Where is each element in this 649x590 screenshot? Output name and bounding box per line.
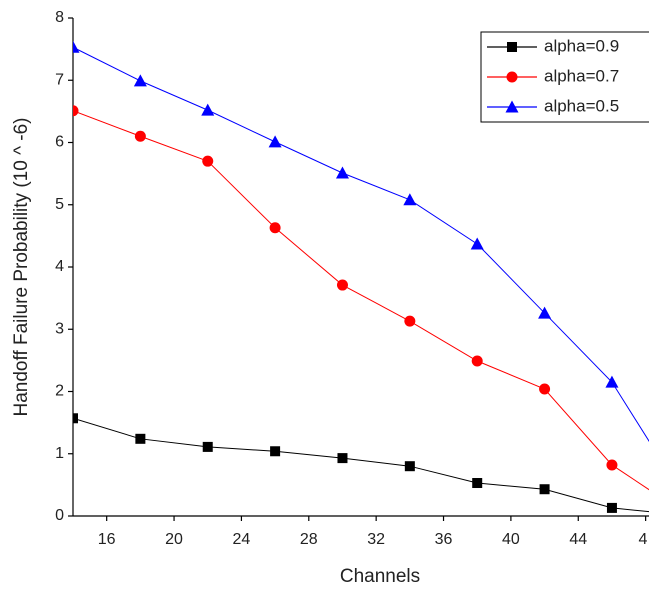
data-point	[539, 484, 550, 495]
series-line	[73, 417, 649, 513]
data-point	[135, 433, 146, 444]
data-point	[269, 222, 281, 234]
series-line	[73, 110, 649, 491]
x-tick-label: 4	[639, 531, 648, 548]
data-point	[202, 155, 214, 167]
y-tick-label: 2	[55, 383, 64, 400]
data-point	[470, 237, 484, 250]
data-point	[201, 103, 215, 116]
data-point	[73, 105, 79, 117]
legend-label: alpha=0.7	[544, 66, 619, 85]
y-tick-label: 5	[55, 196, 64, 213]
legend-marker	[507, 42, 517, 52]
data-point	[606, 502, 617, 513]
data-point	[403, 193, 417, 206]
data-point	[73, 413, 78, 424]
x-axis-title: Channels	[340, 566, 420, 587]
y-tick-label: 0	[55, 507, 64, 524]
x-tick-label: 40	[502, 531, 520, 548]
data-point	[270, 446, 281, 457]
x-tick-label: 36	[435, 531, 453, 548]
data-point	[202, 441, 213, 452]
data-point	[404, 315, 416, 327]
y-tick-label: 1	[55, 445, 64, 462]
x-tick-label: 20	[165, 531, 183, 548]
data-point	[606, 459, 618, 471]
x-tick-label: 24	[233, 531, 251, 548]
y-axis-title: Handoff Failure Probability (10 ^ -6)	[11, 118, 32, 417]
data-point	[73, 40, 80, 53]
data-point	[133, 74, 147, 87]
legend-marker	[505, 100, 519, 113]
data-point	[134, 130, 146, 142]
data-point	[335, 166, 349, 179]
data-point	[605, 375, 619, 388]
y-tick-label: 3	[55, 320, 64, 337]
data-point	[472, 478, 483, 489]
data-point	[336, 279, 348, 291]
data-point	[404, 461, 415, 472]
data-point	[268, 135, 282, 148]
data-point	[538, 306, 552, 319]
y-tick-label: 6	[55, 134, 64, 151]
x-tick-label: 44	[569, 531, 587, 548]
legend-marker	[506, 71, 518, 83]
data-point	[337, 453, 348, 464]
x-tick-label: 28	[300, 531, 318, 548]
legend-label: alpha=0.5	[544, 96, 619, 115]
data-point	[471, 355, 483, 367]
y-tick-label: 4	[55, 258, 64, 275]
y-tick-label: 8	[55, 9, 64, 26]
series-line	[73, 46, 649, 442]
data-point	[539, 383, 551, 395]
x-tick-label: 16	[98, 531, 116, 548]
legend-label: alpha=0.9	[544, 36, 619, 55]
y-tick-label: 7	[55, 71, 64, 88]
x-tick-label: 32	[367, 531, 385, 548]
plot-area	[73, 40, 649, 513]
